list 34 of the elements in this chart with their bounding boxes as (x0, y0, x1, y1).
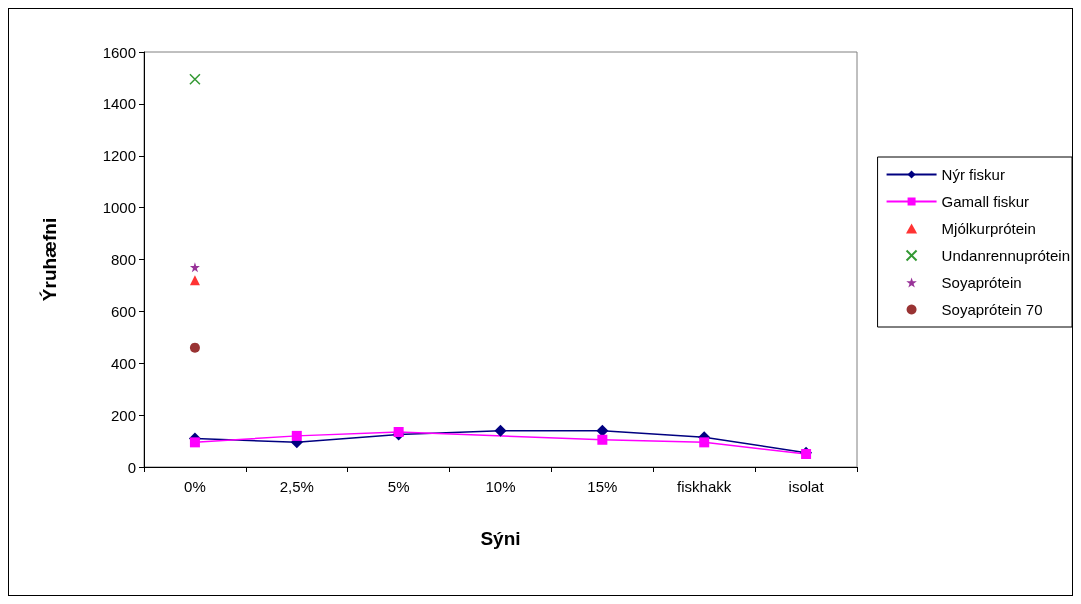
legend-label: Soyaprótein (941, 274, 1022, 291)
legend-label: Mjólkurprótein (941, 220, 1036, 237)
point (189, 275, 200, 286)
point (597, 434, 608, 445)
y-tick-label: 1600 (102, 43, 136, 61)
y-tick-label: 400 (110, 354, 136, 372)
y-tick-label: 1200 (102, 147, 136, 165)
y-axis-title: Ýruhæfni (39, 217, 60, 302)
point (699, 437, 710, 448)
point (189, 437, 200, 448)
point (393, 426, 404, 437)
x-tick-label: 10% (485, 478, 516, 495)
y-tick-label: 200 (110, 406, 136, 424)
legend-label: Undanrennuprótein (941, 247, 1071, 264)
x-tick-label: 5% (387, 478, 410, 495)
legend-label: Soyaprótein 70 (941, 301, 1043, 318)
y-tick-label: 800 (110, 251, 136, 268)
x-tick-label: 15% (587, 478, 618, 495)
point (494, 424, 507, 437)
legend-label: Nýr fiskur (941, 166, 1005, 183)
x-axis-title: Sýni (480, 528, 521, 549)
point (291, 430, 302, 441)
point (189, 342, 200, 353)
y-tick-label: 0 (127, 458, 136, 476)
y-tick-label: 1000 (102, 199, 136, 217)
y-tick-label: 600 (110, 302, 136, 320)
point (189, 262, 200, 273)
x-tick-label: 0% (184, 478, 206, 495)
x-tick-label: isolat (788, 478, 825, 495)
x-tick-label: 2,5% (279, 478, 314, 495)
legend-label: Gamall fiskur (941, 193, 1030, 210)
point (189, 73, 201, 85)
x-tick-label: fiskhakk (677, 478, 732, 495)
y-tick-label: 1400 (102, 95, 136, 113)
